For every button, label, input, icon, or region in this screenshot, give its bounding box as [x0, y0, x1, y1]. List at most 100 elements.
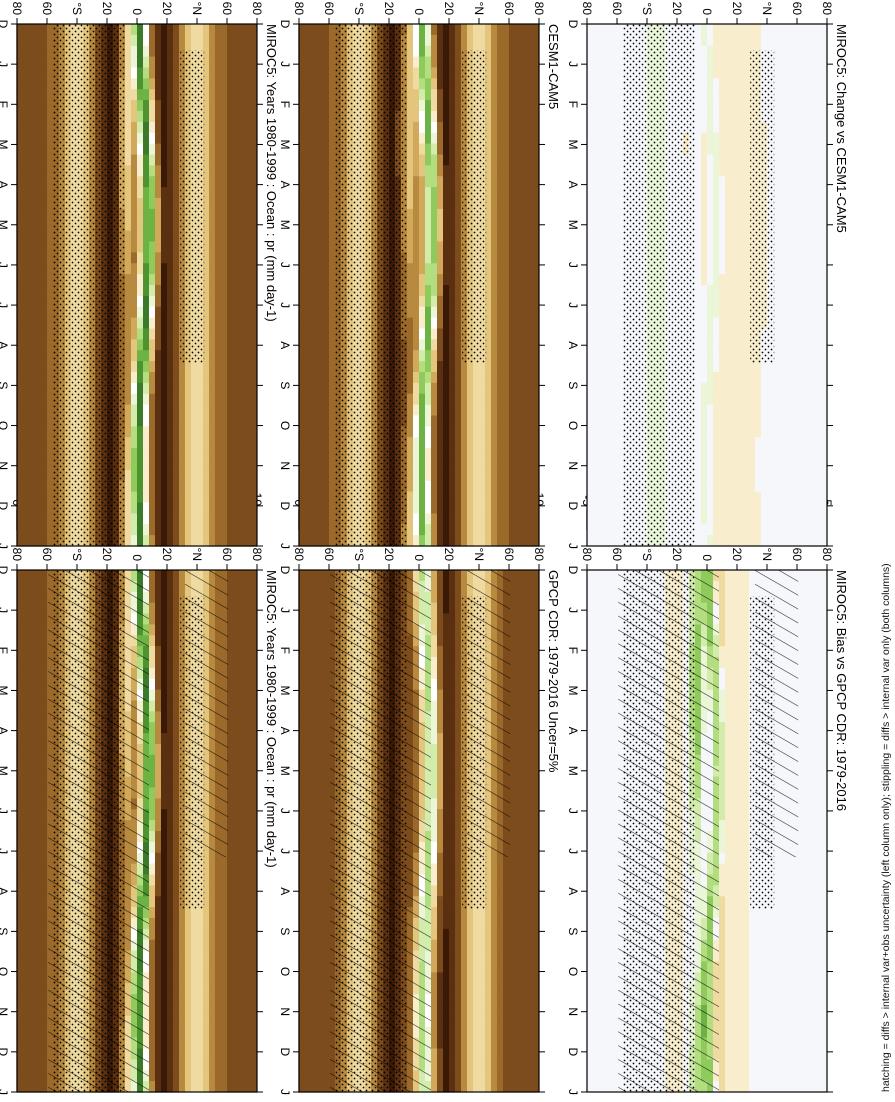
- heatmap-cell: [34, 274, 41, 285]
- heatmap-cell: [244, 231, 251, 242]
- heatmap-cell: [226, 165, 233, 176]
- heatmap-cell: [154, 492, 161, 503]
- heatmap-cell: [244, 394, 251, 405]
- heatmap-cell: [166, 766, 173, 777]
- heatmap-cell: [526, 755, 533, 766]
- heatmap-cell: [160, 122, 167, 133]
- heatmap-cell: [154, 448, 161, 459]
- heatmap-cell: [160, 405, 167, 416]
- heatmap-cell: [208, 372, 215, 383]
- heatmap-cell: [520, 722, 527, 733]
- x-tick-label: F: [0, 101, 10, 108]
- heatmap-cell: [124, 416, 131, 427]
- heatmap-cell: [226, 339, 233, 350]
- heatmap-cell: [226, 198, 233, 209]
- heatmap-cell: [190, 35, 197, 46]
- heatmap-cell: [322, 744, 329, 755]
- heatmap-cell: [142, 35, 149, 46]
- heatmap-cell: [430, 603, 437, 614]
- heatmap-cell: [430, 798, 437, 809]
- heatmap-cell: [250, 383, 257, 394]
- heatmap-cell: [250, 570, 257, 581]
- heatmap-cell: [40, 176, 47, 187]
- heatmap-cell: [244, 220, 251, 231]
- heatmap-cell: [448, 570, 455, 581]
- heatmap-cell: [148, 1059, 155, 1070]
- heatmap-cell: [250, 962, 257, 973]
- heatmap-cell: [34, 57, 41, 68]
- heatmap-cell: [124, 198, 131, 209]
- heatmap-cell: [202, 372, 209, 383]
- heatmap-cell: [28, 744, 35, 755]
- heatmap-cell: [124, 165, 131, 176]
- heatmap-cell: [124, 339, 131, 350]
- heatmap-cell: [166, 394, 173, 405]
- heatmap-cell: [28, 809, 35, 820]
- heatmap-cell: [130, 437, 137, 448]
- heatmap-cell: [154, 983, 161, 994]
- heatmap-cell: [160, 35, 167, 46]
- heatmap-cell: [226, 875, 233, 886]
- heatmap-cell: [22, 68, 29, 79]
- heatmap-cell: [232, 513, 239, 524]
- heatmap-cell: [130, 383, 137, 394]
- heatmap-cell: [166, 885, 173, 896]
- heatmap-cell: [196, 1081, 203, 1092]
- heatmap-cell: [232, 570, 239, 581]
- heatmap-cell: [154, 635, 161, 646]
- heatmap-cell: [172, 57, 179, 68]
- heatmap-cell: [208, 394, 215, 405]
- heatmap-cell: [166, 24, 173, 35]
- heatmap-cell: [172, 513, 179, 524]
- heatmap-cell: [232, 46, 239, 57]
- heatmap-cell: [202, 513, 209, 524]
- heatmap-cell: [244, 89, 251, 100]
- heatmap-cell: [214, 437, 221, 448]
- heatmap-cell: [148, 57, 155, 68]
- heatmap-cell: [214, 89, 221, 100]
- heatmap-cell: [124, 394, 131, 405]
- heatmap-cell: [430, 777, 437, 788]
- heatmap-cell: [178, 940, 185, 951]
- heatmap-cell: [160, 339, 167, 350]
- heatmap-cell: [22, 405, 29, 416]
- heatmap-cell: [148, 252, 155, 263]
- heatmap-cell: [250, 89, 257, 100]
- heatmap-cell: [124, 187, 131, 198]
- heatmap-cell: [196, 437, 203, 448]
- heatmap-cell: [154, 296, 161, 307]
- heatmap-cell: [142, 78, 149, 89]
- heatmap-cell: [172, 470, 179, 481]
- heatmap-cell: [178, 581, 185, 592]
- heatmap-cell: [46, 448, 53, 459]
- heatmap-cell: [220, 524, 227, 535]
- heatmap-cell: [160, 581, 167, 592]
- heatmap-cell: [28, 220, 35, 231]
- heatmap-cell: [514, 646, 521, 657]
- heatmap-cell: [430, 788, 437, 799]
- heatmap-cell: [214, 307, 221, 318]
- heatmap-cell: [160, 690, 167, 701]
- heatmap-cell: [214, 46, 221, 57]
- heatmap-cell: [322, 614, 329, 625]
- heatmap-cell: [46, 318, 53, 329]
- heatmap-cell: [514, 733, 521, 744]
- heatmap-cell: [160, 68, 167, 79]
- heatmap-cell: [40, 100, 47, 111]
- heatmap-cell: [214, 372, 221, 383]
- heatmap-cell: [46, 535, 53, 546]
- heatmap-cell: [220, 89, 227, 100]
- heatmap-cell: [22, 940, 29, 951]
- heatmap-cell: [172, 690, 179, 701]
- heatmap-cell: [184, 1081, 191, 1092]
- heatmap-cell: [40, 1070, 47, 1081]
- heatmap-cell: [232, 481, 239, 492]
- heatmap-cell: [238, 242, 245, 253]
- heatmap-cell: [238, 318, 245, 329]
- heatmap-cell: [184, 416, 191, 427]
- heatmap-cell: [448, 820, 455, 831]
- heatmap-cell: [448, 744, 455, 755]
- heatmap-cell: [250, 535, 257, 546]
